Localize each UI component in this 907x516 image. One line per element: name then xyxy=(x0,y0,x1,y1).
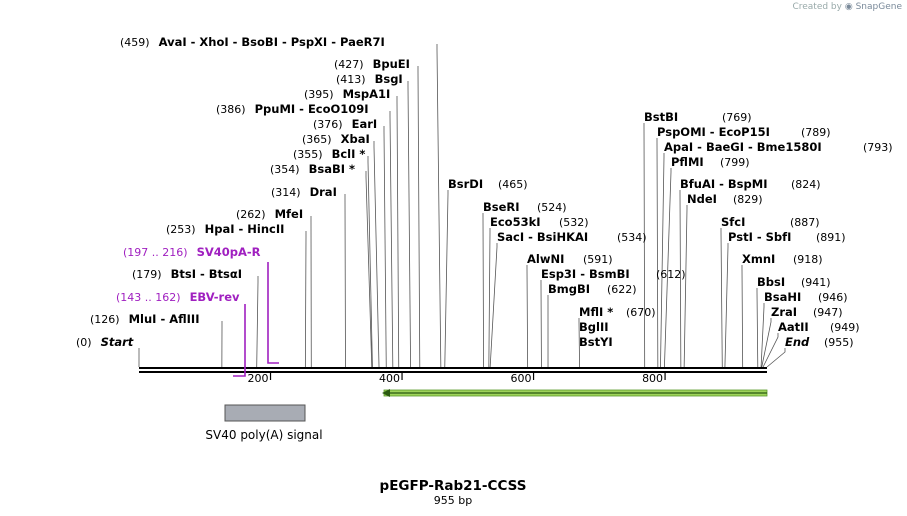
leader-line xyxy=(760,303,765,368)
primer-ebv-rev-arrow xyxy=(233,304,246,377)
site-label: BsrDI (465) xyxy=(448,177,528,191)
site-label: BseRI (524) xyxy=(483,200,567,214)
site-label: ApaI - BaeGI - Bme1580I (793) xyxy=(664,140,893,154)
site-label: NdeI (829) xyxy=(687,192,763,206)
site-label: BfuAI - BspMI (824) xyxy=(680,177,821,191)
tick-label: 600 xyxy=(511,372,532,385)
leader-line xyxy=(304,231,307,368)
site-label: PflMI (799) xyxy=(671,155,750,169)
site-label: Esp3I - BsmBI (612) xyxy=(541,267,686,281)
map-title: pEGFP-Rab21-CCSS xyxy=(380,478,527,494)
leader-line xyxy=(761,318,772,368)
site-label: (355) BclI * xyxy=(293,147,365,161)
site-label: (376) EarI xyxy=(313,117,377,131)
site-label: (413) BsgI xyxy=(336,72,403,86)
egfp-arrow-head-icon xyxy=(382,389,390,397)
map-length: 955 bp xyxy=(434,494,472,507)
leader-line xyxy=(724,243,729,368)
leader-line xyxy=(383,126,387,368)
leader-line xyxy=(679,190,682,368)
snapgene-credit: Created by ◉ SnapGene xyxy=(792,2,902,12)
leader-line xyxy=(720,228,723,368)
leader-line xyxy=(756,288,759,368)
site-label: BbsI (941) xyxy=(757,275,831,289)
leader-line xyxy=(444,190,449,368)
tick-label: 800 xyxy=(642,372,663,385)
site-label: (395) MspA1I xyxy=(304,87,390,101)
leader-line xyxy=(643,123,646,368)
leader-line xyxy=(683,205,688,368)
leader-line xyxy=(389,111,394,368)
leader-line xyxy=(660,153,665,368)
sv40-polya-feature-label: SV40 poly(A) signal xyxy=(205,428,322,442)
site-label: (354) BsaBI * xyxy=(270,162,355,176)
site-label: BsaHI (946) xyxy=(764,290,848,304)
site-labels: (459) AvaI - XhoI - BsoBI - PspXI - PaeR7… xyxy=(76,35,893,349)
snapgene-logo-icon: ◉ xyxy=(844,2,853,12)
site-label: AlwNI (591) xyxy=(527,252,613,266)
site-label: (386) PpuMI - EcoO109I xyxy=(216,102,369,116)
end-label: End (955) xyxy=(785,335,854,349)
leader-lines xyxy=(138,44,786,368)
leader-line xyxy=(766,348,786,368)
site-label: PstI - SbfI (891) xyxy=(728,230,846,244)
leader-line xyxy=(489,243,498,368)
leader-line xyxy=(373,141,380,368)
site-label: ZraI (947) xyxy=(771,305,843,319)
site-label: Eco53kI (532) xyxy=(490,215,589,229)
site-label: BglII xyxy=(579,320,609,334)
site-label: (314) DraI xyxy=(271,185,337,199)
primer-label: (143 .. 162) EBV-rev xyxy=(116,290,240,304)
leader-line xyxy=(741,265,744,368)
site-label: BstBI (769) xyxy=(644,110,752,124)
site-label: AatII (949) xyxy=(778,320,860,334)
site-label: (253) HpaI - HincII xyxy=(166,222,284,236)
site-label: PspOMI - EcoP15I (789) xyxy=(657,125,831,139)
leader-line xyxy=(526,265,529,368)
tick-label: 200 xyxy=(248,372,269,385)
site-label: (365) XbaI xyxy=(302,132,370,146)
bp-ticks: 200 400 600 800 xyxy=(248,372,666,385)
leader-line xyxy=(664,168,672,368)
site-label: (459) AvaI - XhoI - BsoBI - PspXI - PaeR7… xyxy=(120,35,385,49)
site-label: (126) MluI - AflIII xyxy=(90,312,200,326)
tick-label: 400 xyxy=(379,372,400,385)
site-label: MflI * (670) xyxy=(579,305,656,319)
leader-line xyxy=(436,44,442,368)
leader-line xyxy=(256,276,259,368)
site-label: SfcI (887) xyxy=(721,215,820,229)
leader-line xyxy=(367,156,373,368)
leader-line xyxy=(365,171,373,368)
site-label: (262) MfeI xyxy=(236,207,303,221)
site-label: (427) BpuEI xyxy=(334,57,410,71)
primer-sv40pa-r-arrow xyxy=(267,262,279,364)
site-label: BstYI xyxy=(579,335,613,349)
features: SV40 poly(A) signal xyxy=(205,262,768,442)
leader-line xyxy=(488,228,491,368)
leader-line xyxy=(578,318,580,368)
dna-backbone xyxy=(139,367,767,373)
leader-line xyxy=(482,213,484,368)
leader-line xyxy=(762,333,779,368)
leader-line xyxy=(417,66,421,368)
leader-line xyxy=(407,81,411,368)
site-label: XmnI (918) xyxy=(742,252,823,266)
site-label: SacI - BsiHKAI (534) xyxy=(497,230,647,244)
start-label: (0) Start xyxy=(76,335,134,349)
leader-line xyxy=(656,138,659,368)
primer-label: (197 .. 216) SV40pA-R xyxy=(123,245,261,259)
site-label: BmgBI (622) xyxy=(548,282,637,296)
sv40-polya-feature-box xyxy=(224,404,306,422)
site-label: (179) BtsI - BtsαI xyxy=(132,267,242,281)
leader-line xyxy=(396,96,400,368)
